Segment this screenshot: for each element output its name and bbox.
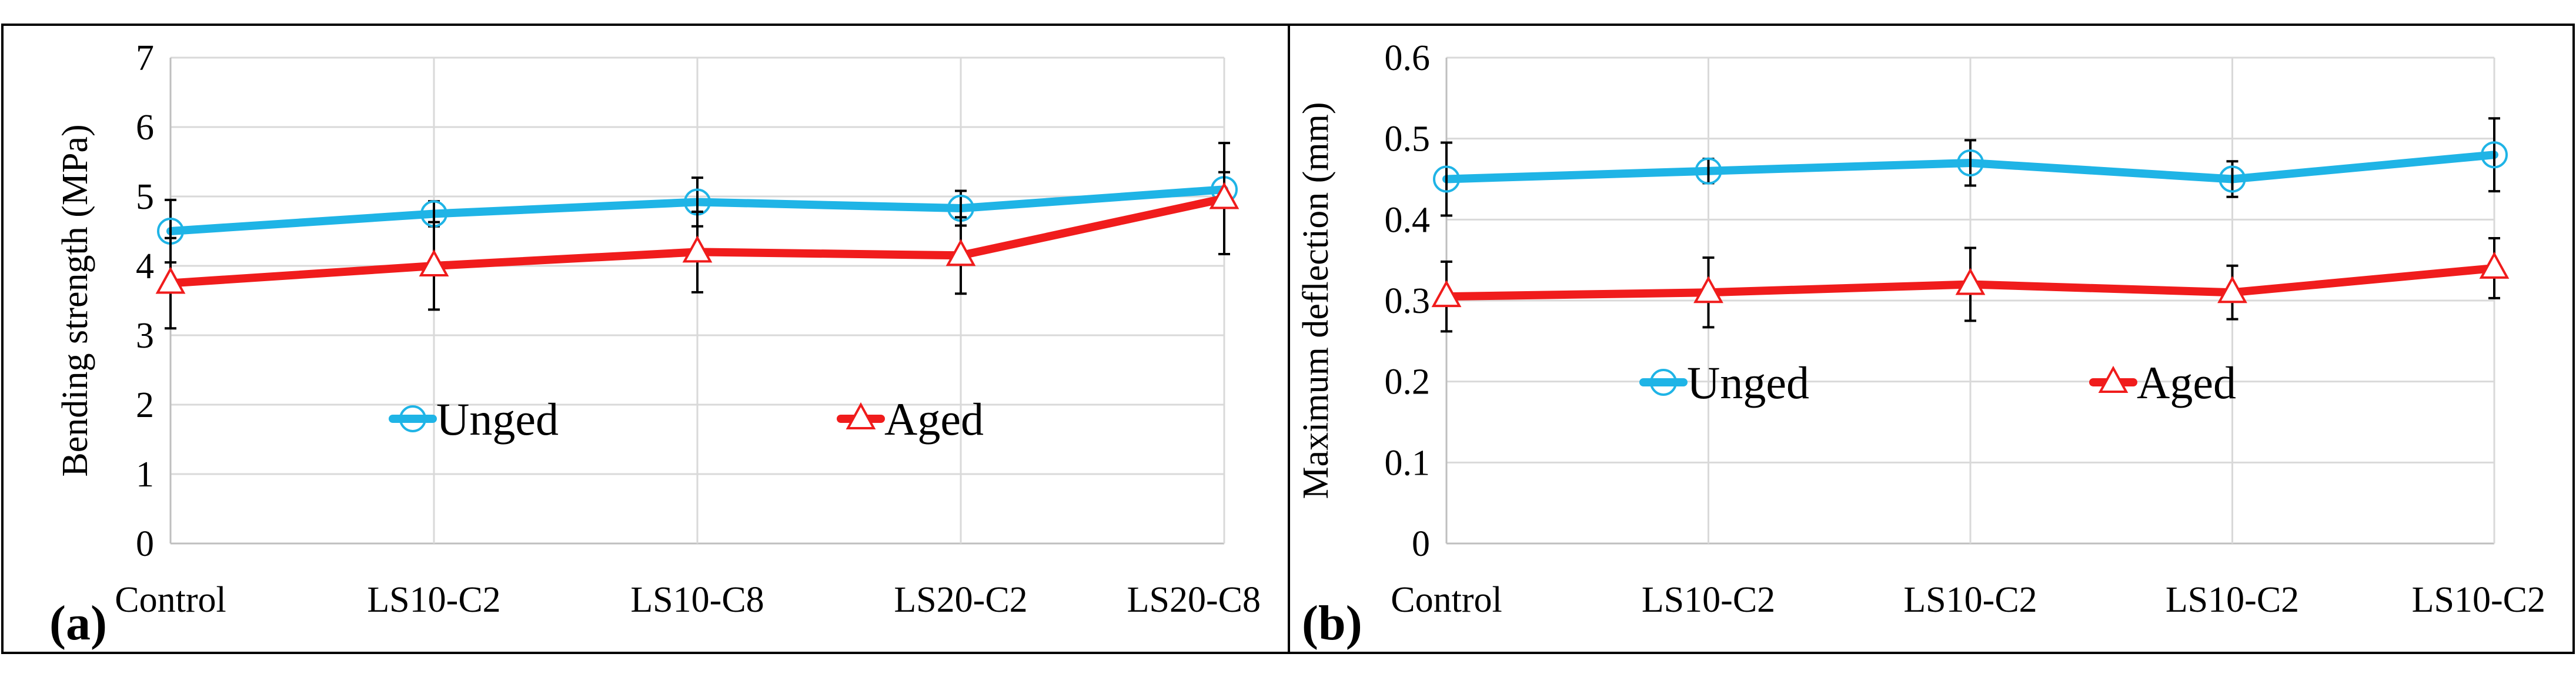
legend-entry-unged: Unged	[389, 393, 559, 445]
panel-label: (a)	[49, 596, 107, 651]
legend-label: Aged	[2137, 357, 2236, 408]
data-point	[419, 249, 449, 276]
series-aged	[155, 142, 1239, 330]
y-axis-title: Maximum deflection (mm)	[1296, 102, 1336, 499]
data-point	[2481, 141, 2508, 169]
data-point	[1209, 182, 1239, 209]
legend-label: Unged	[1687, 357, 1809, 408]
x-tick-label: LS10-C2	[2166, 580, 2299, 620]
y-tick-label: 0.6	[1385, 38, 1431, 78]
legend-entry-aged: Aged	[837, 393, 984, 445]
y-tick-label: 0.5	[1385, 119, 1431, 159]
series-unged	[1433, 117, 2508, 217]
data-point	[1693, 276, 1723, 304]
chart-panel-1: 0 1 2 3 4 5 6 7 Control LS10-C2 LS10-C8 LS20-C2 LS20…	[1, 24, 1290, 654]
x-tick-label: LS20-C2	[894, 580, 1027, 620]
data-point	[1431, 279, 1462, 308]
data-point	[2217, 276, 2247, 304]
y-tick-label: 7	[136, 38, 154, 78]
y-tick-label: 5	[136, 177, 154, 217]
data-point	[155, 266, 186, 294]
series-aged	[1431, 236, 2510, 333]
y-axis-title: Bending strength (MPa)	[55, 124, 95, 476]
y-tick-label: 0.3	[1385, 281, 1431, 321]
data-point	[1433, 165, 1460, 193]
x-tick-label: LS10-C2	[367, 580, 500, 620]
y-tick-label: 3	[136, 316, 154, 356]
y-tick-label: 0	[136, 524, 154, 564]
data-point	[945, 239, 976, 266]
y-tick-label: 2	[136, 385, 154, 425]
panels: 0 1 2 3 4 5 6 7 Control LS10-C2 LS10-C8 LS20-C2 LS20…	[1, 24, 2575, 654]
x-tick-label: LS20-C8	[1127, 580, 1261, 620]
x-tick-label: Control	[115, 580, 226, 620]
legend-label: Unged	[436, 393, 559, 445]
x-tick-label: Control	[1391, 580, 1502, 620]
data-point	[2479, 251, 2510, 279]
legend-swatch-marker	[1650, 369, 1677, 396]
panel-label: (b)	[1302, 596, 1362, 651]
legend-label: Aged	[884, 393, 984, 445]
data-point	[1957, 149, 1984, 176]
x-tick-label: LS10-C8	[630, 580, 764, 620]
data-point	[682, 235, 713, 263]
legend-entry-unged: Unged	[1639, 357, 1809, 408]
y-tick-label: 0.2	[1385, 362, 1431, 402]
legend-entry-aged: Aged	[2089, 357, 2236, 408]
y-tick-label: 1	[136, 455, 154, 495]
data-point	[1695, 157, 1722, 185]
y-tick-label: 0.1	[1385, 443, 1431, 483]
y-tick-label: 0.4	[1385, 200, 1431, 240]
chart-panel-2: 0 0.1 0.2 0.3 0.4 0.5 0.6 Control LS10-C2 LS10-C2…	[1288, 24, 2575, 654]
y-tick-label: 6	[136, 108, 154, 148]
data-point	[1955, 268, 1986, 295]
legend-swatch-marker	[2098, 365, 2129, 393]
y-tick-label: 0	[1412, 524, 1430, 564]
legend-swatch-marker	[399, 405, 426, 432]
x-tick-label: LS10-C2	[2412, 580, 2545, 620]
y-tick-label: 4	[136, 246, 154, 286]
legend-swatch-marker	[846, 402, 876, 429]
x-tick-label: LS10-C2	[1642, 580, 1775, 620]
panel-frame	[1288, 24, 2575, 654]
data-point	[2218, 165, 2246, 193]
x-tick-label: LS10-C2	[1903, 580, 2037, 620]
